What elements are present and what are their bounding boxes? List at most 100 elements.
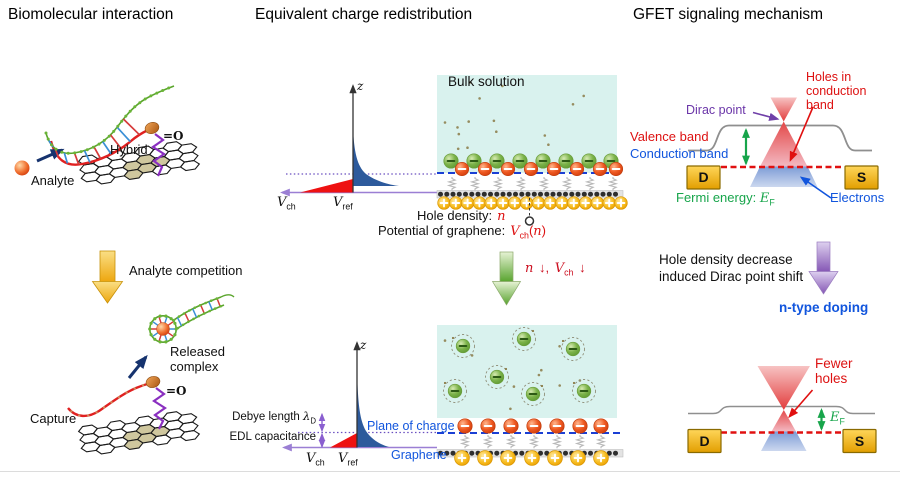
loop-base-dot bbox=[149, 333, 153, 337]
carbon-atom bbox=[494, 191, 500, 197]
salt-dot bbox=[443, 121, 447, 124]
strand-base-dot bbox=[91, 145, 95, 149]
vch-label: Vch bbox=[306, 451, 325, 468]
hydration-shell bbox=[451, 334, 475, 358]
edl-capacitance-label: EDL capacitance bbox=[229, 431, 316, 443]
z-axis-label: z bbox=[360, 338, 367, 352]
right-top-diagram bbox=[686, 97, 879, 199]
strand-base-dot bbox=[149, 94, 153, 98]
strand-base-dot bbox=[46, 137, 50, 141]
salt-dot bbox=[495, 130, 498, 133]
band-profile bbox=[688, 405, 875, 415]
salt-dot bbox=[466, 146, 469, 149]
strand-base-dot bbox=[219, 305, 222, 308]
red-strand bbox=[49, 127, 151, 166]
spring bbox=[515, 177, 527, 191]
graphene-hexagon bbox=[180, 160, 200, 171]
left-top-illustration bbox=[14, 85, 200, 187]
carbon-atom bbox=[456, 191, 462, 197]
loop-base-dot bbox=[148, 327, 152, 331]
valence-band-label: Valence band bbox=[630, 129, 709, 144]
carbon-atom bbox=[444, 450, 450, 456]
salt-dot bbox=[561, 339, 565, 343]
carbon-atom bbox=[438, 191, 443, 197]
bulk-solution-label: Bulk solution bbox=[448, 74, 525, 89]
strand-base-dot bbox=[204, 301, 207, 305]
base-pair-rung bbox=[93, 146, 102, 160]
base-pair-rung bbox=[101, 141, 112, 155]
strand-base-dot bbox=[128, 109, 132, 113]
loop-base-dot bbox=[158, 340, 162, 344]
linker-zigzag bbox=[152, 387, 167, 430]
z-axis-label: z bbox=[357, 79, 364, 93]
strand-base-dot bbox=[102, 406, 106, 409]
salt-dot bbox=[470, 354, 474, 357]
strand-base-dot bbox=[107, 134, 111, 138]
spring bbox=[551, 435, 563, 449]
carbon-atom bbox=[513, 191, 518, 197]
spring bbox=[574, 435, 586, 449]
potential-profile bbox=[300, 179, 353, 193]
hole-density-label: Hole density: n bbox=[417, 208, 506, 224]
spring bbox=[595, 435, 607, 449]
carbon-atom bbox=[538, 450, 543, 456]
electrons-arrow bbox=[799, 176, 832, 199]
carbon-atom bbox=[550, 191, 556, 197]
dirac-cone-upper bbox=[757, 366, 810, 410]
graphene-label: Graphene bbox=[391, 448, 447, 462]
vch-label: Vch bbox=[277, 195, 296, 212]
debye-length-label: Debye length λD bbox=[232, 409, 316, 426]
potential-profile bbox=[330, 433, 357, 448]
salt-dot bbox=[504, 367, 508, 371]
strand-base-dot bbox=[198, 304, 202, 307]
linker-zigzag bbox=[151, 133, 166, 177]
released-complex-label: Released complex bbox=[170, 344, 225, 374]
conduction-band-label: Conduction band bbox=[630, 146, 729, 161]
middle-top-diagram bbox=[280, 75, 628, 226]
holes-in-conduction-band-label: Holes in conduction band bbox=[806, 70, 867, 112]
analyte-label: Analyte bbox=[31, 173, 75, 188]
drain-label: D bbox=[698, 168, 709, 185]
carbon-atom bbox=[525, 191, 531, 197]
hydration-shell bbox=[485, 365, 509, 389]
dirac-cone-electrons bbox=[750, 166, 818, 187]
dirac-cone-holes bbox=[771, 410, 796, 432]
carbon-atom bbox=[588, 191, 593, 197]
salt-dot bbox=[572, 381, 576, 385]
middle-bottom-diagram bbox=[282, 325, 624, 466]
strand-base-dot bbox=[143, 97, 147, 101]
dirac-shift-label: Hole density decrease induced Dirac poin… bbox=[659, 252, 804, 284]
salt-dot bbox=[457, 132, 461, 136]
salt-dot bbox=[456, 147, 460, 151]
strand-base-dot bbox=[202, 312, 206, 315]
strand-base-dot bbox=[87, 414, 90, 417]
base-pair-rung bbox=[116, 126, 131, 143]
spring bbox=[538, 177, 550, 191]
middle-transition-arrow bbox=[491, 251, 522, 306]
carbon-atom bbox=[563, 191, 568, 197]
carbon-atom bbox=[469, 191, 475, 197]
carbon-atom bbox=[500, 191, 506, 197]
competition-arrow-head bbox=[91, 281, 124, 304]
fewer-holes-arrow bbox=[788, 389, 814, 419]
salt-dot bbox=[547, 143, 550, 146]
strand-base-dot bbox=[167, 86, 171, 90]
strand-base-dot bbox=[44, 131, 48, 135]
loop-base-dot bbox=[149, 321, 153, 325]
base-pair-rung bbox=[184, 312, 190, 322]
diffuse-charge-profile bbox=[357, 371, 389, 447]
dirac-cone-holes bbox=[760, 121, 808, 167]
strand-base-dot bbox=[70, 410, 73, 413]
salt-dot bbox=[468, 81, 472, 84]
anchor-bead bbox=[145, 376, 161, 388]
strand-base-dot bbox=[209, 299, 213, 303]
vref-label: Vref bbox=[333, 195, 353, 212]
released-complex bbox=[148, 294, 235, 344]
strand-base-dot bbox=[187, 320, 190, 324]
spring bbox=[607, 177, 619, 191]
binding-arrow bbox=[36, 148, 65, 163]
carbon-atom bbox=[556, 191, 562, 197]
loop-base-dot bbox=[174, 327, 178, 331]
analyte-competition-label: Analyte competition bbox=[129, 263, 243, 278]
salt-dot bbox=[478, 97, 481, 100]
